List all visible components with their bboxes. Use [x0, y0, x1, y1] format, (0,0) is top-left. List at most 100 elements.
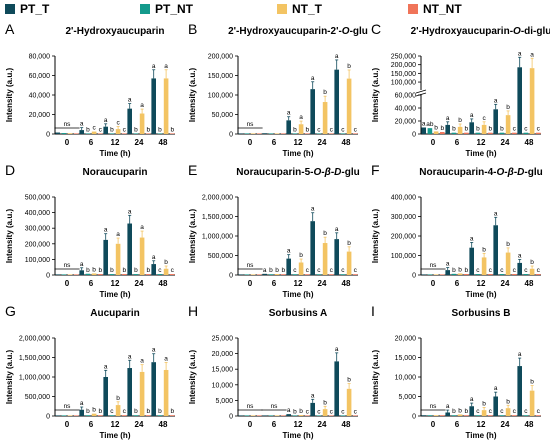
bar-pt-t: [334, 69, 339, 134]
y-tick-label: 5,000: [398, 394, 416, 401]
bar-pt-nt: [85, 415, 91, 416]
bar-nt-t: [298, 415, 304, 416]
bar-pt-nt: [451, 273, 457, 275]
bar-nt-t: [298, 124, 304, 134]
bar-nt-nt: [122, 274, 127, 275]
x-tick-label: 0: [431, 138, 436, 147]
bar-nt-nt: [122, 415, 127, 416]
bar-pt-t: [238, 415, 243, 416]
bar-nt-nt: [146, 133, 151, 134]
axis-break-mark: [415, 89, 427, 94]
bar-pt-nt: [451, 132, 457, 134]
significance-label: c: [110, 408, 114, 415]
bar-nt-nt: [305, 133, 310, 134]
significance-label: b: [476, 126, 480, 133]
y-axis-label: Intensity (a.u.): [371, 68, 380, 123]
bar-pt-nt: [523, 132, 529, 134]
x-tick-label: 12: [111, 138, 120, 147]
x-tick-label: 48: [159, 420, 168, 429]
x-tick-label: 0: [431, 279, 436, 288]
legend-swatch: [5, 4, 15, 14]
significance-label: a: [140, 102, 144, 109]
significance-label: c: [317, 408, 321, 415]
bar-pt-t: [493, 225, 498, 275]
chart-title: Sorbusins B: [452, 308, 511, 319]
bar-nt-nt: [353, 133, 358, 134]
bar-nt-nt: [488, 415, 493, 416]
x-tick-label: 6: [272, 138, 277, 147]
bar-pt-t: [421, 127, 426, 134]
x-tick-label: 12: [294, 138, 303, 147]
significance-label: b: [116, 395, 120, 402]
bar-pt-t: [493, 109, 498, 134]
bar-nt-nt: [257, 133, 262, 134]
panel-letter: F: [371, 162, 380, 178]
chart-title: Noraucuparin-4-O-β-D-glu: [419, 167, 542, 178]
bar-pt-t: [445, 412, 450, 416]
significance-label: b: [98, 408, 102, 415]
significance-label: b: [305, 126, 309, 133]
bar-pt-nt: [133, 133, 139, 134]
significance-label: b: [458, 266, 462, 273]
panel-letter: A: [5, 21, 15, 37]
significance-label: a: [104, 227, 108, 234]
y-axis-label: Intensity (a.u.): [188, 68, 197, 123]
axis-break: [417, 90, 425, 94]
bar-nt-nt: [512, 274, 517, 275]
significance-label: b: [86, 408, 90, 415]
bar-nt-nt: [488, 274, 493, 275]
chart-panel-i: I Sorbusins B 0 5,000 10,000 15,000 20,000 Inte…: [371, 303, 541, 440]
bar-pt-nt: [316, 415, 322, 416]
bar-nt-t: [163, 78, 169, 134]
significance-label: c: [500, 408, 504, 415]
bar-pt-t: [103, 377, 108, 416]
significance-label: b: [134, 267, 138, 274]
significance-label: b: [275, 267, 279, 274]
significance-label: c: [500, 267, 504, 274]
y-tick-label: 1,500,000: [202, 214, 233, 221]
bar-nt-nt: [257, 415, 262, 416]
bar-pt-nt: [244, 415, 250, 416]
significance-label: b: [464, 408, 468, 415]
bar-nt-nt: [464, 132, 469, 134]
chart-title: 2'-Hydroxyaucuparin: [65, 26, 164, 37]
significance-label: c: [330, 267, 334, 274]
bar-pt-t: [445, 270, 450, 275]
bar-pt-nt: [451, 415, 457, 416]
significance-label: c: [116, 120, 120, 127]
x-tick-label: 24: [135, 279, 144, 288]
significance-label: b: [530, 379, 534, 386]
x-tick-label: 48: [342, 420, 351, 429]
significance-label: c: [293, 267, 297, 274]
x-tick-label: 0: [65, 420, 70, 429]
bar-pt-t: [517, 67, 522, 134]
chart-legend: PT_T PT_NT NT_T NT_NT: [0, 0, 550, 20]
x-tick-label: 0: [248, 420, 253, 429]
significance-label: c: [158, 267, 162, 274]
significance-label: c: [476, 267, 480, 274]
x-tick-label: 24: [501, 138, 510, 147]
y-tick-label: 20,000: [395, 336, 417, 343]
significance-label: c: [513, 267, 517, 274]
x-tick-label: 6: [455, 420, 460, 429]
bar-nt-nt: [170, 274, 175, 275]
chart-panel-g: G Aucuparin 0 500,000 1,000,000 1,500,000 2,00…: [5, 303, 175, 440]
significance-label: b: [347, 240, 351, 247]
bar-pt-nt: [109, 415, 115, 416]
x-tick-label: 24: [318, 138, 327, 147]
significance-label: ns: [247, 121, 255, 128]
bar-pt-t: [334, 361, 339, 416]
chart-title: Sorbusins A: [269, 308, 328, 319]
significance-label: b: [122, 267, 126, 274]
bar-nt-t: [457, 126, 463, 134]
y-tick-label: 150,000: [208, 73, 233, 80]
bar-nt-t: [115, 129, 121, 134]
chart-panel-a: A 2'-Hydroxyaucuparin 0 20,000 40,000 60,000 8…: [5, 21, 175, 158]
significance-label: b: [281, 267, 285, 274]
x-axis-label: Time (h): [283, 431, 314, 440]
legend-item-nt-t: NT_T: [277, 2, 322, 16]
x-tick-label: 12: [477, 138, 486, 147]
significance-label: a: [164, 355, 168, 362]
bar-pt-t: [310, 89, 315, 134]
bar-pt-nt: [475, 415, 481, 416]
